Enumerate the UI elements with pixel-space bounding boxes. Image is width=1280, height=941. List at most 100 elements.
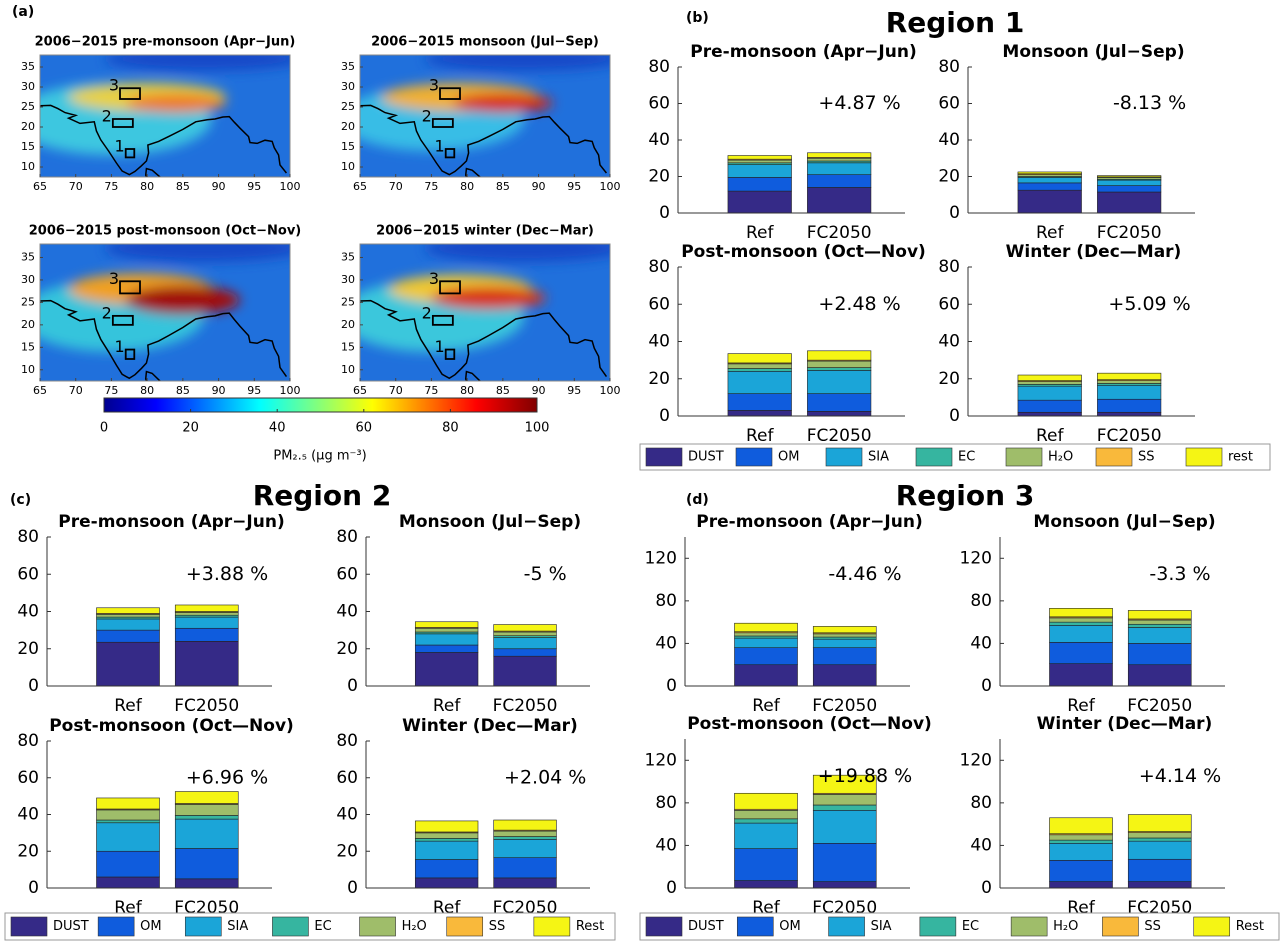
y-tick-label: 0 [981,676,992,696]
region-box [119,280,141,295]
annotation: +2.48 % [818,293,900,315]
subplot-title: Pre-monsoon (Apr−Jun) [690,42,916,62]
bar-segment [1097,191,1162,214]
legend-label: EC [962,919,979,934]
bar-segment [414,621,479,628]
legend-label: DUST [688,919,724,934]
x-tick-label: 100 [280,384,301,397]
bar-segment [1017,189,1082,214]
bar-segment [174,848,239,880]
legend-swatch [828,916,865,937]
bar-segment [1017,374,1082,381]
bar-segment [174,818,239,849]
y-tick-label: 80 [17,731,39,751]
legend-swatch [645,447,683,467]
y-tick-label: 60 [336,564,358,584]
bar-segment [414,644,479,653]
subplot-title: Pre-monsoon (Apr−Jun) [58,512,284,532]
bar-segment [1017,399,1082,413]
heat-blob [104,55,290,71]
region-box [124,348,136,360]
legend-label: SS [1144,919,1161,934]
map-frame [359,54,611,178]
region-label: 1 [435,137,445,156]
y-tick-label: 30 [341,273,355,286]
y-tick-label: 40 [336,805,358,825]
bar-segment [812,881,877,889]
bar-segment [96,607,160,614]
x-tick-label: 100 [280,180,301,193]
coastline [40,104,288,176]
bar-segment [414,877,479,889]
bar-segment [493,637,557,650]
region-label: 3 [429,269,439,288]
bar-segment [734,810,798,820]
y-tick-label: 80 [655,793,677,813]
colorbar-label: PM₂.₅ (μg m⁻³) [273,449,366,464]
legend-label: H₂O [402,919,427,934]
bar-segment [96,876,160,889]
legend-swatch [919,916,957,937]
bar-segment [734,632,798,637]
bar-segment [1049,860,1113,882]
bar-segment [493,648,557,657]
y-tick-label: 10 [341,160,355,173]
bar-segment [1049,617,1113,623]
bar-segment [1127,858,1192,882]
y-tick-label: 15 [341,140,355,153]
legend-swatch [359,916,396,937]
bar-segment [812,794,877,806]
bar-segment [1017,381,1082,385]
bar-segment [1097,175,1162,178]
legend-frame [639,443,1271,471]
map-image [40,244,290,381]
x-tick-label: FC2050 [174,696,239,716]
x-tick-label: 75 [104,384,118,397]
bar-segment [807,162,872,175]
annotation: -4.46 % [828,563,901,585]
bar-segment [1097,179,1162,186]
region-label: 2 [422,107,432,126]
y-tick-label: 40 [970,835,992,855]
legend-frame [4,912,616,941]
y-tick-label: 20 [648,167,670,187]
x-tick-label: FC2050 [812,696,877,716]
annotation: +19.88 % [818,765,912,787]
map-frame [359,243,611,382]
region-label: 2 [102,303,112,322]
y-tick-label: 80 [336,527,358,547]
bar-segment [1127,832,1192,839]
region-label: 1 [115,337,125,356]
x-tick-label: 75 [104,180,118,193]
heat-blob [452,93,553,113]
y-tick-label: 60 [17,564,39,584]
bar-segment [1097,384,1162,400]
x-tick-label: 90 [532,384,546,397]
bar-segment [1049,625,1113,643]
x-tick-label: Ref [1067,696,1096,716]
y-tick-label: 80 [938,57,960,77]
coastline [144,370,161,381]
x-tick-label: Ref [1036,223,1065,243]
bar-segment [1049,663,1113,687]
bar-segment [727,353,792,364]
subplot-title: Pre-monsoon (Apr−Jun) [696,512,922,532]
bar-segment [1127,610,1192,620]
bar-segment [812,636,877,640]
legend-label: SIA [227,919,248,934]
bar-segment [807,350,872,361]
bar-segment [1127,814,1192,832]
region-box [444,348,456,360]
legend-swatch [1005,447,1043,467]
coastline [360,299,608,380]
legend-label: SIA [868,450,889,465]
bar-segment [734,848,798,881]
bar-segment [96,822,160,852]
bar-segment [493,624,557,632]
colorbar-tick-label: 40 [269,421,286,436]
y-tick-label: 20 [648,369,670,389]
panel-label: (a) [12,4,34,20]
annotation: +4.14 % [1139,765,1221,787]
y-tick-label: 40 [648,130,670,150]
legend-label: Rest [576,919,604,934]
